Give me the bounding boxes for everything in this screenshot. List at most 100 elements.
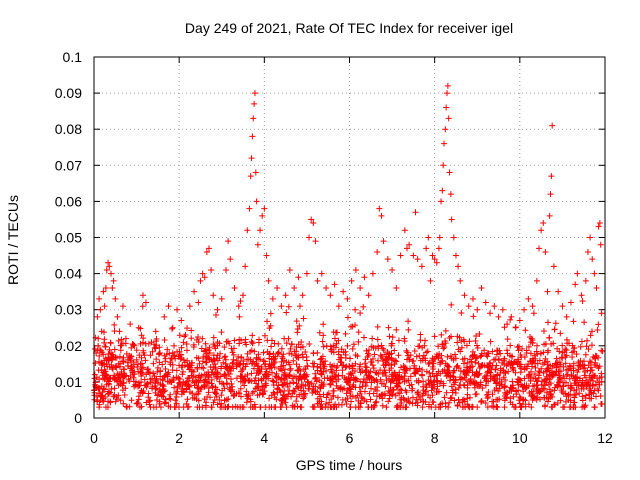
band-point [217,365,224,372]
band-point [319,404,326,411]
band-point [260,375,267,382]
band-point [578,338,585,345]
band-point [302,349,309,356]
band-point [144,380,151,387]
band-point [176,376,183,383]
y-tick-label: 0.1 [63,49,83,65]
band-point [398,400,405,407]
band-point [160,393,167,400]
band-point [251,401,258,408]
band-point [388,378,395,385]
data-point [335,303,342,310]
band-point [441,394,448,401]
band-point [370,365,377,372]
band-point [185,403,192,410]
x-tick-label: 4 [260,430,268,446]
band-point [230,351,237,358]
band-point [551,384,558,391]
band-point [565,366,572,373]
data-point [452,252,459,259]
data-point [446,169,453,176]
band-point [111,346,118,353]
data-point [310,220,317,227]
data-point [589,256,596,263]
band-point [328,348,335,355]
band-point [247,348,254,355]
band-point [288,351,295,358]
band-point [539,386,546,393]
band-point [582,374,589,381]
band-point [356,390,363,397]
band-point [312,370,319,377]
band-point [434,389,441,396]
band-point [405,318,412,325]
band-point [205,385,212,392]
band-point [552,320,559,327]
band-point [475,360,482,367]
data-point [191,288,198,295]
band-point [598,370,605,377]
band-point [306,340,313,347]
band-point [262,382,269,389]
band-point [577,357,584,364]
band-point [245,392,252,399]
data-point [257,227,264,234]
band-point [349,345,356,352]
band-point [195,390,202,397]
band-point [500,374,507,381]
band-point [212,384,219,391]
band-point [290,379,297,386]
band-point [487,338,494,345]
band-point [591,354,598,361]
band-point [372,399,379,406]
band-point [164,378,171,385]
band-point [576,390,583,397]
data-point [443,104,450,111]
band-point [443,389,450,396]
band-point [481,362,488,369]
band-point [255,377,262,384]
band-point [180,339,187,346]
band-point [515,358,522,365]
band-point [516,397,523,404]
band-point [481,347,488,354]
data-point [252,169,259,176]
band-point [466,338,473,345]
band-point [367,396,374,403]
data-point [314,277,321,284]
band-point [226,370,233,377]
band-point [229,360,236,367]
band-point [391,347,398,354]
band-point [161,373,168,380]
data-point [525,295,532,302]
band-point [134,364,141,371]
data-point [495,313,502,320]
band-point [202,376,209,383]
band-point [444,353,451,360]
data-point [278,303,285,310]
band-point [544,398,551,405]
band-point [368,385,375,392]
band-point [478,361,485,368]
data-point [406,241,413,248]
band-point [467,364,474,371]
data-point [102,285,109,292]
band-point [369,335,376,342]
band-point [545,319,552,326]
band-point [120,400,127,407]
band-point [126,377,133,384]
band-point [519,384,526,391]
band-point [579,397,586,404]
band-point [492,356,499,363]
band-point [560,379,567,386]
band-point [284,383,291,390]
band-point [122,385,129,392]
data-point [116,328,123,335]
band-point [300,343,307,350]
band-point [103,360,110,367]
band-point [531,352,538,359]
band-point [314,395,321,402]
band-point [496,347,503,354]
data-point [504,321,511,328]
band-point [287,367,294,374]
